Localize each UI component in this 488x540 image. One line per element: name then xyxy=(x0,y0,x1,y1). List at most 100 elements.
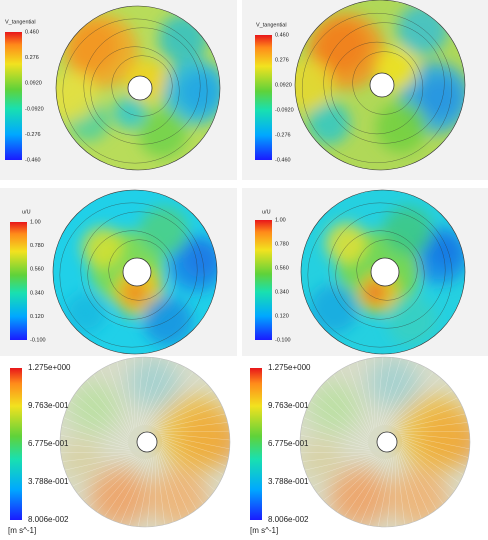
contour-line xyxy=(87,230,177,320)
vector-streak xyxy=(160,448,197,510)
vector-streak xyxy=(386,371,434,426)
vector-streak xyxy=(157,453,174,523)
vector-streak xyxy=(391,390,453,427)
field-region xyxy=(157,395,230,472)
hub xyxy=(127,75,153,101)
contour-line xyxy=(83,27,201,145)
vector-streak xyxy=(356,361,373,431)
colorbar xyxy=(5,32,22,160)
colorbar xyxy=(255,35,272,160)
vector-streak xyxy=(381,360,410,426)
contour-line xyxy=(301,12,453,164)
vector-streak xyxy=(112,458,147,521)
vector-streak xyxy=(158,451,182,519)
vector-streak xyxy=(304,454,374,471)
vector-streak xyxy=(159,433,230,441)
panel: V_tangential 0.460 0.276 0.0920 -0.0920 -0.27… xyxy=(255,0,466,171)
vector-streak xyxy=(369,458,391,526)
vector-streak xyxy=(401,443,456,491)
vector-streak xyxy=(300,451,372,454)
vector-streak xyxy=(156,413,226,430)
vector-streak xyxy=(344,458,386,517)
vector-streak xyxy=(400,448,437,510)
field-region xyxy=(307,102,351,145)
colorbar-label: -0.0920 xyxy=(275,107,294,113)
colorbar-label: 0.460 xyxy=(25,29,39,35)
vector-streak xyxy=(394,405,462,429)
vector-streak xyxy=(393,397,458,428)
field-region xyxy=(397,395,470,472)
vector-streak xyxy=(394,455,397,527)
vector-streak xyxy=(120,458,149,524)
vector-streak xyxy=(80,386,129,439)
vector-streak xyxy=(388,377,441,426)
panel: u/U 1.00 0.780 0.560 0.340 0.120 -0.100 xyxy=(255,189,466,355)
contour-line xyxy=(62,18,208,164)
field-blobs xyxy=(295,4,465,153)
panel: V_tangential 0.460 0.276 0.0920 -0.0920 -0.27… xyxy=(5,5,221,171)
vector-streak xyxy=(340,369,371,434)
disc-outline xyxy=(294,0,466,171)
colorbar-label: 1.275e+000 xyxy=(28,363,71,372)
vector-streak xyxy=(143,363,178,426)
vector-streak xyxy=(303,417,369,446)
field-region xyxy=(383,206,433,256)
vector-streak xyxy=(156,454,165,525)
colorbar-label: -0.276 xyxy=(25,132,41,138)
colorbar-label: 9.763e-001 xyxy=(28,401,69,410)
vector-streak xyxy=(376,357,384,428)
vector-streak xyxy=(133,357,136,429)
vector-streak xyxy=(397,453,414,523)
vector-streak xyxy=(159,450,190,515)
vector-streak xyxy=(401,445,450,498)
vector-streak xyxy=(116,361,133,431)
colorbar-label: 0.340 xyxy=(30,290,44,296)
vector-streak xyxy=(146,456,154,527)
field-region xyxy=(167,235,217,293)
panel: 1.275e+000 9.763e-001 6.775e-001 3.788e-001… xyxy=(8,356,231,535)
colorbar-label: 0.560 xyxy=(275,265,289,271)
vector-streak xyxy=(77,457,139,494)
contour-line xyxy=(80,211,198,329)
vector-streak xyxy=(70,401,129,443)
vector-streak xyxy=(96,458,144,513)
colorbar-label: 0.120 xyxy=(275,313,289,319)
vector-streak xyxy=(317,457,379,494)
vector-streak xyxy=(151,390,213,427)
vector-streak xyxy=(397,422,468,431)
vector-streak xyxy=(379,358,401,426)
field-region xyxy=(364,282,385,303)
contour-line xyxy=(307,202,453,348)
field-region xyxy=(389,467,449,527)
vector-streak xyxy=(377,457,393,527)
vector-streak xyxy=(158,430,230,433)
colorbar xyxy=(255,220,272,340)
vector-streak xyxy=(161,440,224,475)
disc-outline xyxy=(300,189,466,355)
field-region xyxy=(60,437,103,481)
field-region xyxy=(325,222,367,264)
vector-streak xyxy=(141,360,170,426)
colorbar-label: 0.560 xyxy=(30,267,44,273)
vector-streak xyxy=(108,365,132,433)
field-region xyxy=(64,14,138,88)
panel: 1.275e+000 9.763e-001 6.775e-001 3.788e-001… xyxy=(250,356,471,535)
vector-streak xyxy=(89,458,142,507)
vector-streak xyxy=(137,357,153,427)
colorbar-label: 0.120 xyxy=(30,314,44,320)
contour-plot xyxy=(56,6,220,170)
vector-streak xyxy=(401,440,464,475)
vector-streak xyxy=(323,458,380,501)
vector-streak xyxy=(63,417,129,446)
vector-streak xyxy=(399,450,430,515)
vector-streak xyxy=(300,434,370,450)
contour-line xyxy=(352,51,416,115)
disc-outline xyxy=(59,356,231,528)
vector-streak xyxy=(68,455,136,479)
colorbar-label: 8.006e-002 xyxy=(28,515,69,524)
contour-line xyxy=(323,22,445,144)
colorbar-label: -0.460 xyxy=(25,157,41,163)
hub xyxy=(369,72,395,98)
vector-streak xyxy=(396,413,466,430)
vector-streak xyxy=(62,453,133,462)
